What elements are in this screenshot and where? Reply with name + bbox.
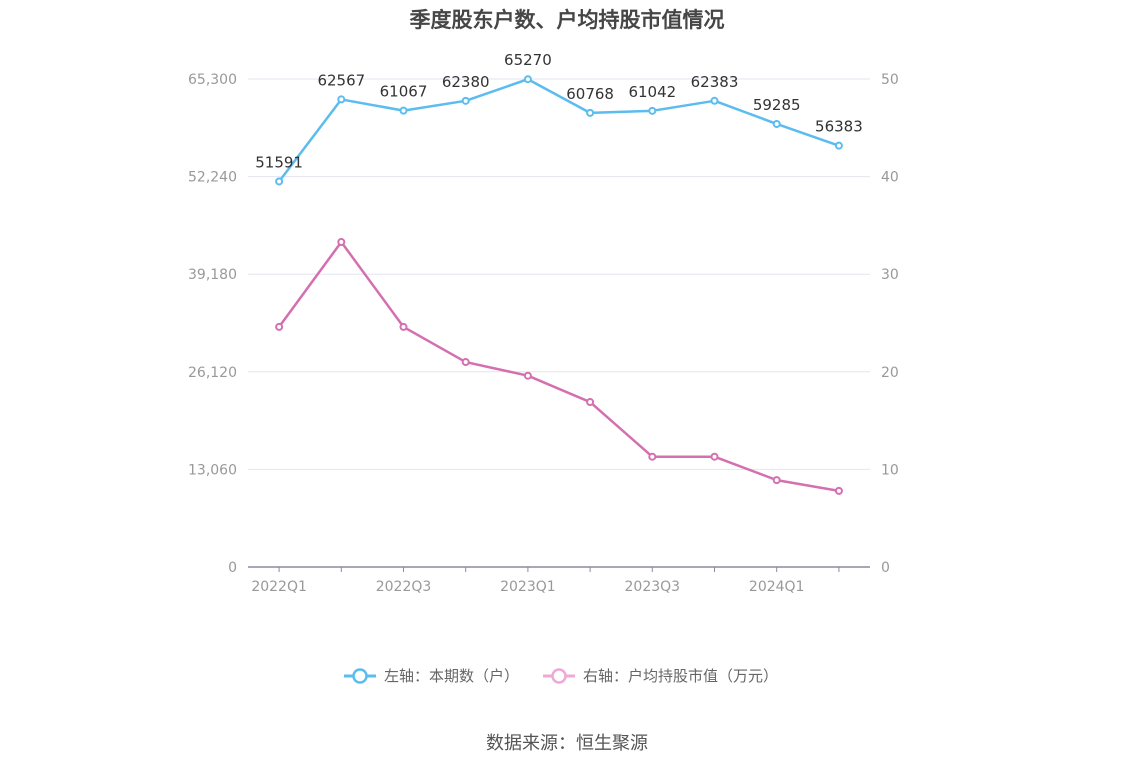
chart-title: 季度股东户数、户均持股市值情况 [409,8,725,32]
series-layer [275,75,843,495]
x-tick-label: 2023Q1 [500,579,556,595]
data-point-left[interactable] [399,106,408,115]
series-line-left [278,77,840,183]
grid-lines [248,78,870,470]
legend-marker-left[interactable] [352,668,368,684]
series-line-right [278,240,840,493]
data-label: 62383 [691,73,739,91]
data-point-left[interactable] [337,95,346,104]
data-labels: 51591 62567 61067 62380 65270 60768 61042 62383… [255,51,863,171]
data-point-right[interactable] [275,322,284,331]
legend-marker-right[interactable] [551,668,567,684]
data-point-right[interactable] [586,398,595,407]
data-label: 62380 [442,73,490,91]
data-label: 61067 [380,83,428,101]
data-point-right[interactable] [337,237,346,246]
data-point-right[interactable] [461,358,470,367]
data-point-left[interactable] [834,141,843,150]
data-label: 51591 [255,153,303,171]
y-right-tick-label: 20 [881,365,899,381]
y-left-tick-label: 0 [228,560,237,576]
data-label: 65270 [504,51,552,69]
data-point-left[interactable] [523,75,532,84]
y-right-tick-label: 10 [881,462,899,478]
x-tick-label: 2023Q3 [625,579,681,595]
data-point-right[interactable] [772,476,781,485]
y-right-tick-label: 30 [881,267,899,283]
y-left-tick-label: 13,060 [188,462,237,478]
data-point-left[interactable] [710,96,719,105]
legend-label-right[interactable]: 右轴：户均持股市值（万元） [583,667,778,685]
data-point-left[interactable] [461,96,470,105]
data-point-right[interactable] [648,452,657,461]
x-tick-label: 2024Q1 [749,579,805,595]
y-left-tick-label: 26,120 [188,365,237,381]
legend-label-left[interactable]: 左轴：本期数（户） [384,667,519,685]
data-label: 61042 [628,83,676,101]
x-tick-label: 2022Q3 [376,579,432,595]
x-tick-label: 2022Q1 [251,579,307,595]
data-point-right[interactable] [399,322,408,331]
data-label: 60768 [566,85,614,103]
data-point-left[interactable] [586,108,595,117]
data-point-right[interactable] [834,486,843,495]
data-point-right[interactable] [523,371,532,380]
data-label: 59285 [753,96,801,114]
data-source: 数据来源：恒生聚源 [486,733,648,754]
axes: 0 0 13,060 10 26,120 20 39,180 30 52,240 40 65,300… [188,72,899,595]
data-label: 56383 [815,118,863,136]
data-point-right[interactable] [710,452,719,461]
y-right-tick-label: 40 [881,170,899,186]
data-point-left[interactable] [275,177,284,186]
data-point-left[interactable] [772,119,781,128]
y-right-tick-label: 0 [881,560,890,576]
y-left-tick-label: 65,300 [188,72,237,88]
legend[interactable]: 左轴：本期数（户） 右轴：户均持股市值（万元） [344,667,778,685]
y-right-tick-label: 50 [881,72,899,88]
data-point-left[interactable] [648,106,657,115]
y-left-tick-label: 39,180 [188,267,237,283]
data-label: 62567 [317,71,365,89]
y-left-tick-label: 52,240 [188,170,237,186]
